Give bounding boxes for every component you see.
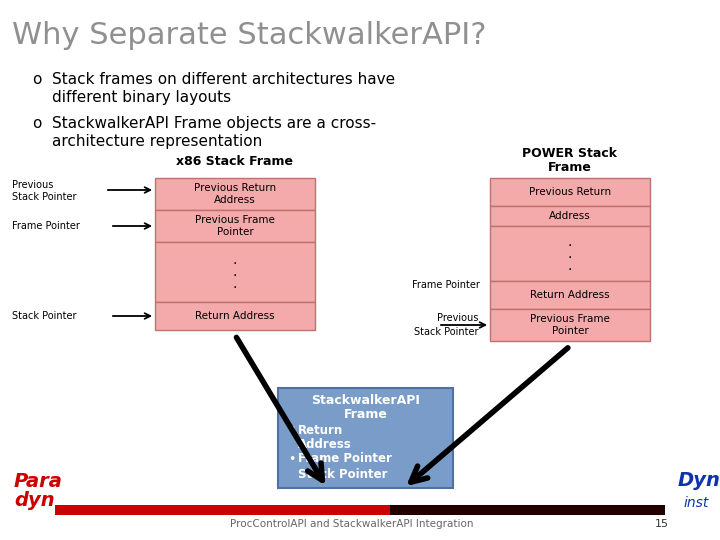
Bar [490,206,650,226]
Bar [490,226,650,281]
Text: Address: Address [298,437,352,450]
Text: StackwalkerAPI: StackwalkerAPI [311,395,420,408]
Text: Stack Pointer: Stack Pointer [12,192,76,202]
Text: •: • [288,423,295,436]
Text: different binary layouts: different binary layouts [52,90,231,105]
Text: Previous Return
Address: Previous Return Address [194,183,276,205]
Text: o: o [32,72,41,87]
Text: Stack Pointer: Stack Pointer [413,327,478,337]
Text: •: • [288,453,295,465]
Text: Stack Pointer: Stack Pointer [12,311,76,321]
Text: Frame: Frame [548,161,592,174]
Text: 15: 15 [655,519,669,529]
Text: .: . [233,253,237,267]
Text: Previous Frame
Pointer: Previous Frame Pointer [530,314,610,336]
Text: StackwalkerAPI Frame objects are a cross-: StackwalkerAPI Frame objects are a cross… [52,116,376,131]
Text: architecture representation: architecture representation [52,134,262,149]
Text: Frame Pointer: Frame Pointer [412,280,480,290]
Bar [490,178,650,206]
Text: Previous: Previous [436,313,478,323]
Bar [490,309,650,341]
Bar [278,388,453,488]
Text: Dyn: Dyn [678,471,720,490]
Text: Stack frames on different architectures have: Stack frames on different architectures … [52,72,395,87]
Text: Para: Para [14,472,63,491]
Text: .: . [568,234,572,248]
Bar [155,302,315,330]
Bar [55,505,665,515]
Text: Return Address: Return Address [195,311,275,321]
Bar [390,505,665,515]
Bar [155,178,315,210]
Text: o: o [32,116,41,131]
Text: ProcControlAPI and StackwalkerAPI Integration: ProcControlAPI and StackwalkerAPI Integr… [230,519,474,529]
Text: Return: Return [298,423,343,436]
Text: POWER Stack: POWER Stack [523,147,618,160]
Bar [490,281,650,309]
Text: inst: inst [684,496,709,510]
Text: Frame: Frame [343,408,387,421]
Text: .: . [568,246,572,260]
Bar [155,210,315,242]
Text: Stack Pointer: Stack Pointer [298,468,387,481]
Text: Frame Pointer: Frame Pointer [12,221,80,231]
Text: x86 Stack Frame: x86 Stack Frame [176,155,294,168]
Text: Frame Pointer: Frame Pointer [298,453,392,465]
Text: dyn: dyn [14,491,55,510]
Text: Address: Address [549,211,591,221]
Text: Previous Return: Previous Return [529,187,611,197]
Text: .: . [568,259,572,273]
Text: Previous: Previous [12,180,53,190]
Bar [155,242,315,302]
Text: Previous Frame
Pointer: Previous Frame Pointer [195,215,275,237]
Text: Return Address: Return Address [530,290,610,300]
Text: .: . [233,265,237,279]
Text: .: . [233,277,237,291]
Text: Why Separate StackwalkerAPI?: Why Separate StackwalkerAPI? [12,22,487,51]
